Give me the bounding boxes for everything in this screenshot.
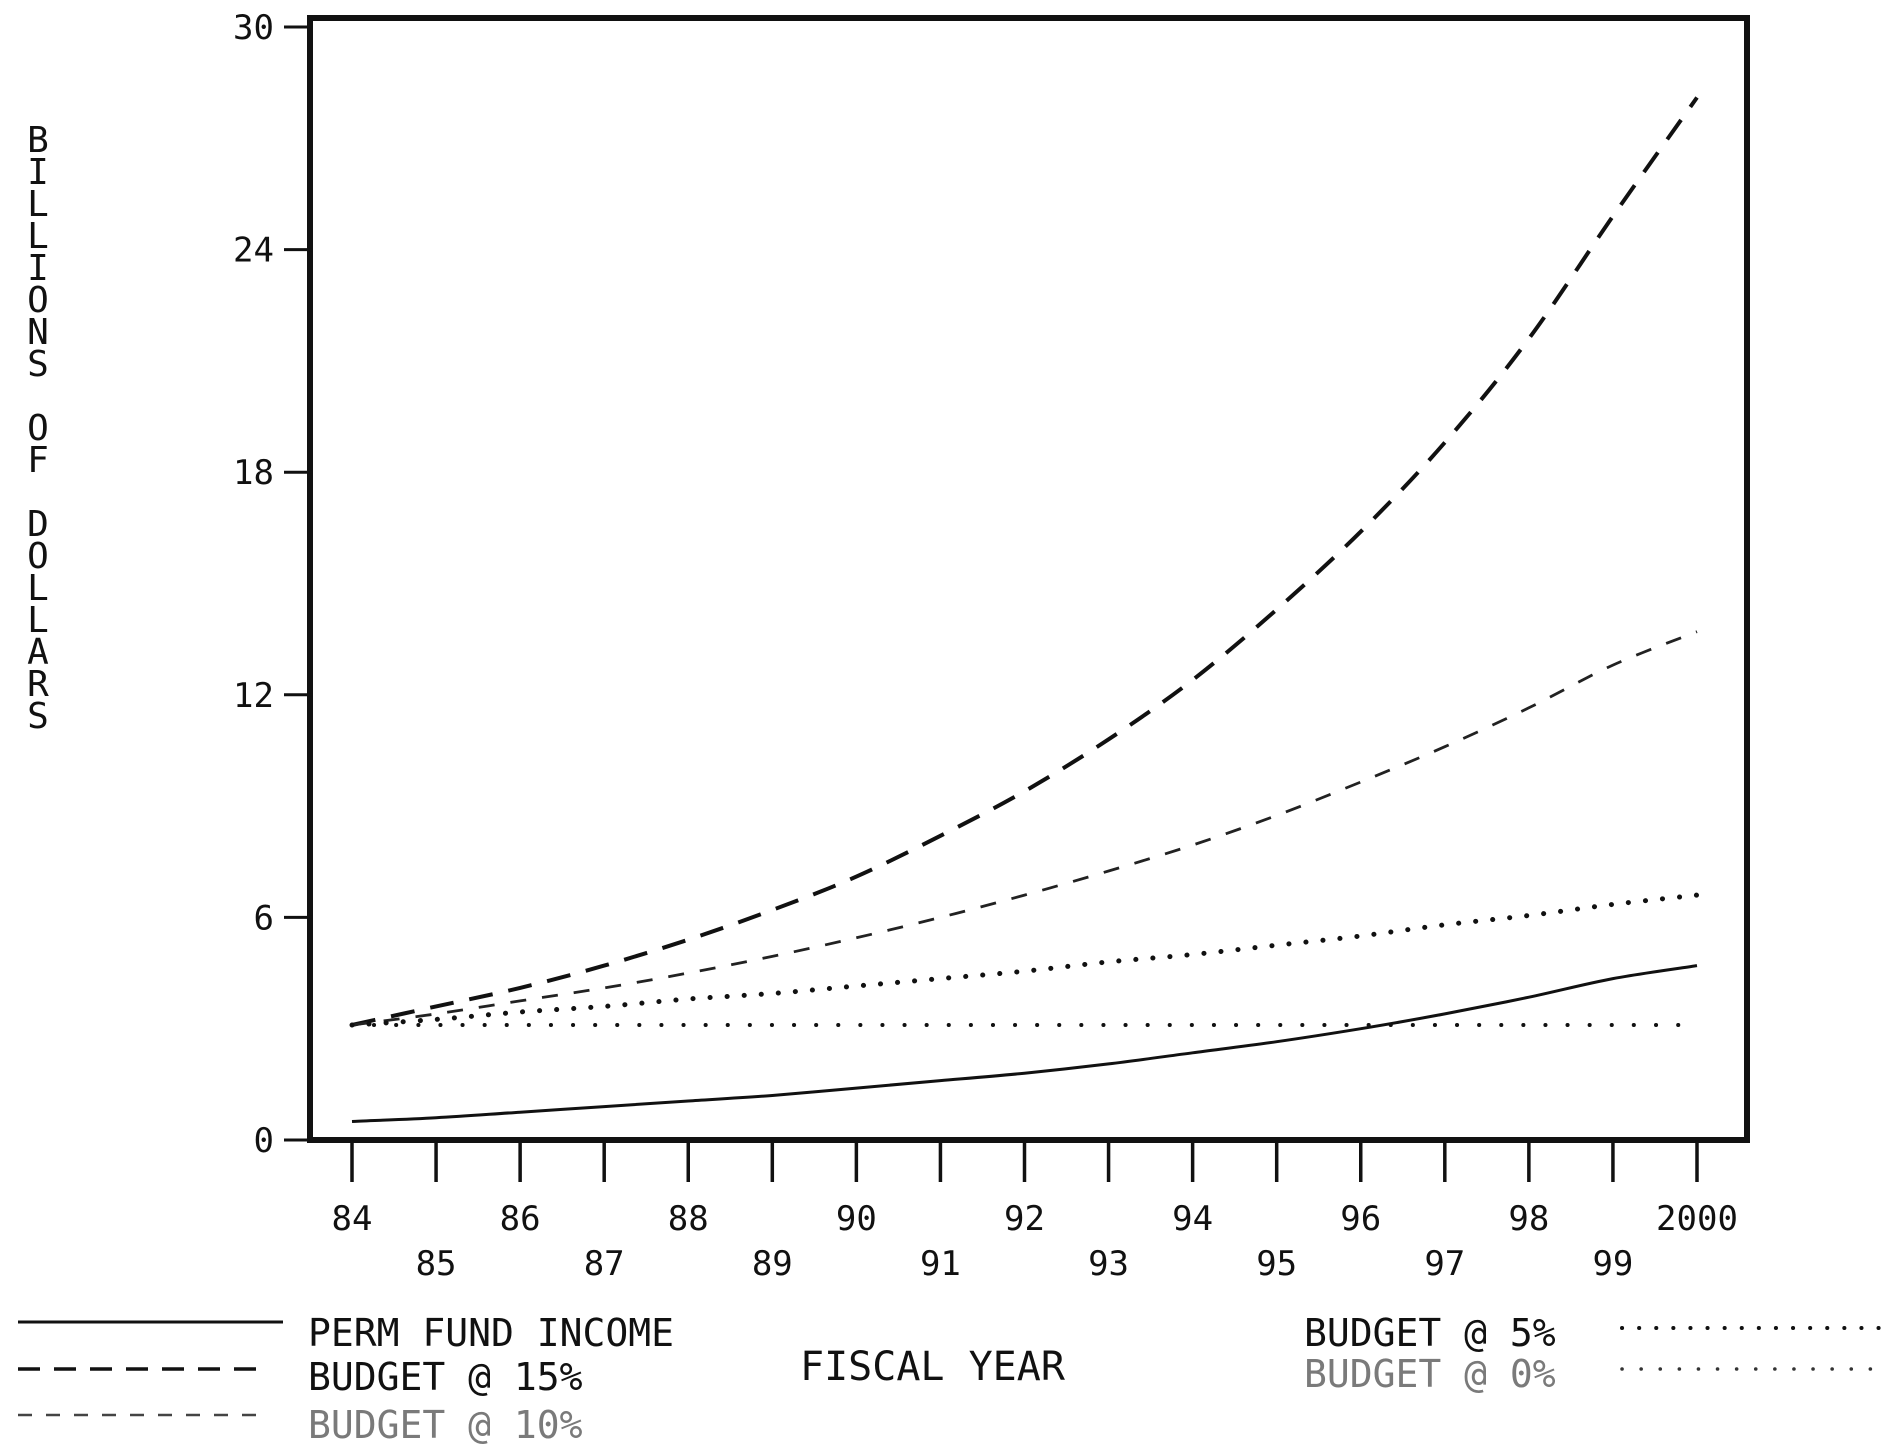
- series-line: [351, 96, 1699, 1027]
- y-tick-label: 12: [233, 676, 274, 716]
- x-tick-label: 98: [1508, 1199, 1549, 1239]
- x-tick-label: 2000: [1656, 1199, 1738, 1239]
- x-tick-label: 89: [752, 1244, 793, 1284]
- legend-label-budget-5: BUDGET @ 5%: [1304, 1311, 1556, 1355]
- y-axis-label-letter: D: [27, 504, 49, 545]
- y-axis-label-letter: F: [27, 440, 49, 481]
- y-axis-label-letter: L: [27, 184, 49, 225]
- y-axis-label-letter: L: [27, 216, 49, 257]
- x-tick-label: 97: [1424, 1244, 1465, 1284]
- x-tick-label: 92: [1004, 1199, 1045, 1239]
- legend-label-budget-15: BUDGET @ 15%: [308, 1355, 583, 1399]
- y-axis-label-letter: I: [27, 152, 49, 193]
- y-axis-ticks: 0 6 12 18 24 30: [233, 8, 312, 1161]
- x-tick-label: 85: [416, 1244, 457, 1284]
- y-axis-label-letter: B: [27, 120, 49, 161]
- x-axis-ticks: 84 86 88 90 92 94 96 98 2000 85 87 89 91 93 95 97 99: [332, 1140, 1738, 1284]
- x-tick-label: 86: [500, 1199, 541, 1239]
- y-axis-label-letter: R: [27, 664, 49, 705]
- y-tick-label: 30: [233, 8, 274, 48]
- x-tick-label: 84: [332, 1199, 373, 1239]
- y-axis-label-letter: L: [27, 568, 49, 609]
- x-tick-label: 99: [1592, 1244, 1633, 1284]
- series-line: [351, 964, 1698, 1123]
- y-tick-label: 18: [233, 453, 274, 493]
- x-tick-label: 96: [1340, 1199, 1381, 1239]
- x-tick-label: 88: [668, 1199, 709, 1239]
- series-lines: [349, 96, 1700, 1123]
- x-tick-label: 93: [1088, 1244, 1129, 1284]
- y-axis-label-letter: I: [27, 248, 49, 289]
- y-axis-label-letter: A: [27, 632, 49, 673]
- y-tick-label: 6: [254, 898, 274, 938]
- legend-label-budget-0: BUDGET @ 0%: [1304, 1352, 1556, 1396]
- y-tick-label: 24: [233, 231, 274, 271]
- x-tick-label: 87: [584, 1244, 625, 1284]
- y-axis-label-letter: S: [27, 344, 49, 385]
- y-tick-label: 0: [254, 1121, 274, 1161]
- legend: PERM FUND INCOME BUDGET @ 15% BUDGET @ 1…: [18, 1311, 1882, 1447]
- plot-frame: [307, 15, 1750, 1143]
- y-axis-label-letter: N: [27, 312, 49, 353]
- y-axis-label-letter: S: [27, 696, 49, 737]
- y-axis-label-letter: O: [27, 280, 49, 321]
- y-axis-label-letter: L: [27, 600, 49, 641]
- y-axis-label-letter: O: [27, 536, 49, 577]
- x-tick-label: 91: [920, 1244, 961, 1284]
- x-axis-label: FISCAL YEAR: [800, 1344, 1066, 1390]
- y-axis-label-letter: O: [27, 408, 49, 449]
- x-tick-label: 90: [836, 1199, 877, 1239]
- x-tick-label: 94: [1172, 1199, 1213, 1239]
- legend-label-budget-10: BUDGET @ 10%: [308, 1403, 583, 1447]
- x-tick-label: 95: [1256, 1244, 1297, 1284]
- legend-label-perm-fund-income: PERM FUND INCOME: [308, 1311, 674, 1355]
- series-line: [351, 630, 1698, 1027]
